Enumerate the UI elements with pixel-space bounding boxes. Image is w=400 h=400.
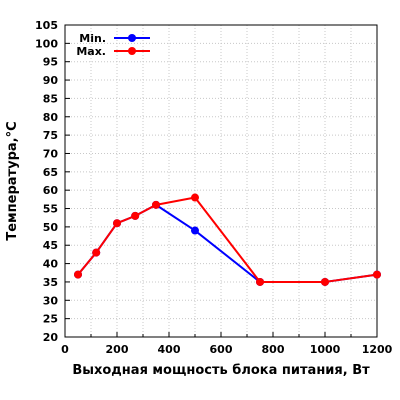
y-tick-label: 50 bbox=[43, 221, 59, 234]
x-tick-label: 800 bbox=[262, 343, 285, 356]
y-tick-label: 25 bbox=[43, 313, 58, 326]
x-tick-label: 1200 bbox=[362, 343, 393, 356]
y-tick-label: 45 bbox=[43, 239, 58, 252]
legend-label: Min. bbox=[79, 32, 106, 45]
legend-marker bbox=[128, 34, 136, 42]
series-group bbox=[74, 193, 381, 286]
y-tick-label: 35 bbox=[43, 276, 58, 289]
series-1 bbox=[74, 193, 381, 286]
y-tick-label: 100 bbox=[35, 37, 58, 50]
y-axis-title: Температура,°C bbox=[5, 121, 20, 240]
y-tick-label: 55 bbox=[43, 203, 58, 216]
grid-lines bbox=[65, 25, 377, 337]
data-point bbox=[256, 277, 264, 286]
data-point bbox=[373, 270, 381, 279]
y-tick-label: 20 bbox=[43, 331, 59, 344]
y-tick-label: 105 bbox=[35, 19, 58, 32]
data-point bbox=[131, 211, 140, 220]
legend-label: Max. bbox=[76, 45, 106, 58]
x-tick-label: 600 bbox=[210, 343, 233, 356]
x-tick-label: 400 bbox=[158, 343, 181, 356]
data-point bbox=[321, 277, 329, 286]
legend-marker bbox=[128, 47, 136, 55]
y-tick-label: 60 bbox=[43, 184, 59, 197]
y-tick-label: 80 bbox=[43, 111, 59, 124]
y-tick-label: 85 bbox=[43, 92, 58, 105]
axis-ticks: 0 200 400 600 800 1000 1200 20 25 30 35 40 45 50 55 60 6… bbox=[35, 19, 393, 356]
y-tick-label: 65 bbox=[43, 166, 58, 179]
legend: Min.Max. bbox=[76, 32, 150, 58]
data-point bbox=[191, 226, 199, 235]
y-tick-label: 40 bbox=[43, 258, 59, 271]
y-tick-label: 90 bbox=[43, 74, 59, 87]
y-tick-label: 95 bbox=[43, 56, 58, 69]
y-tick-label: 75 bbox=[43, 129, 58, 142]
data-point bbox=[92, 248, 101, 257]
x-tick-label: 1000 bbox=[310, 343, 341, 356]
x-axis-title: Выходная мощность блока питания, Вт bbox=[72, 363, 370, 378]
data-point bbox=[191, 193, 199, 202]
y-tick-label: 30 bbox=[43, 294, 59, 307]
data-point bbox=[113, 219, 121, 228]
x-tick-label: 0 bbox=[61, 343, 69, 356]
data-point bbox=[74, 270, 82, 279]
y-tick-label: 70 bbox=[43, 147, 59, 160]
x-tick-label: 200 bbox=[106, 343, 129, 356]
data-point bbox=[152, 200, 160, 209]
